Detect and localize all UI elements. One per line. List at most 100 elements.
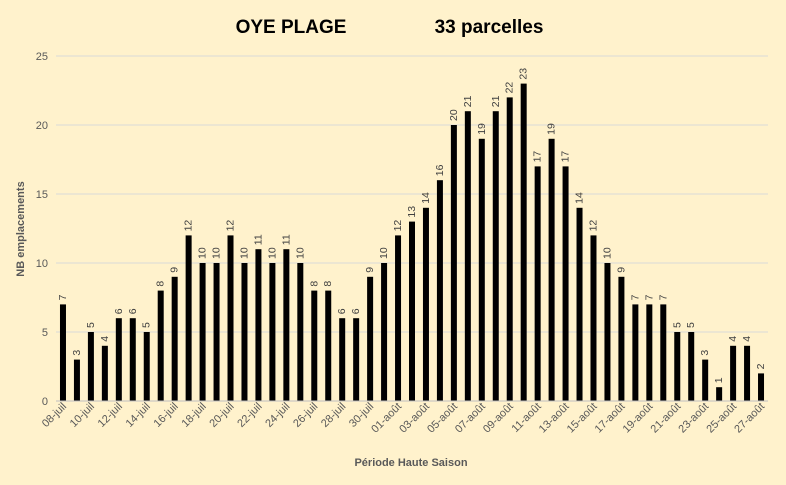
data-label: 10 (238, 247, 250, 259)
y-tick-label: 5 (42, 327, 48, 339)
data-label: 5 (141, 322, 153, 328)
data-label: 19 (546, 123, 558, 135)
bar (436, 180, 443, 401)
data-label: 21 (490, 95, 502, 107)
data-label: 8 (322, 281, 334, 287)
bar (520, 83, 527, 401)
bar (409, 221, 415, 401)
data-label: 1 (713, 377, 725, 383)
bar (199, 263, 206, 401)
bar (353, 318, 360, 401)
y-tick-label: 15 (36, 189, 48, 201)
data-label: 19 (476, 123, 488, 135)
data-label: 10 (197, 247, 209, 259)
bar (395, 235, 402, 401)
bar (241, 263, 248, 401)
data-label: 16 (434, 164, 446, 176)
data-label: 4 (99, 336, 111, 342)
data-label: 10 (378, 247, 390, 259)
bar (227, 235, 234, 401)
data-label: 12 (587, 220, 599, 232)
data-label: 2 (755, 363, 767, 369)
data-label: 12 (392, 220, 404, 232)
bar (758, 373, 765, 401)
bar (367, 276, 374, 401)
data-label: 22 (504, 82, 516, 94)
data-label: 7 (643, 294, 655, 300)
data-label: 4 (741, 336, 753, 342)
data-label: 13 (406, 206, 418, 218)
bar (744, 345, 751, 401)
data-label: 7 (657, 294, 669, 300)
bar (716, 387, 723, 401)
bar (548, 138, 555, 402)
data-label: 6 (113, 308, 125, 314)
data-label: 10 (601, 247, 613, 259)
y-tick-label: 10 (36, 258, 48, 270)
bar (660, 304, 667, 401)
data-label: 17 (560, 151, 572, 163)
bar (590, 235, 597, 401)
y-tick-label: 25 (36, 51, 48, 63)
data-label: 5 (671, 322, 683, 328)
bar (604, 263, 611, 401)
bar (59, 304, 66, 401)
data-label: 23 (518, 68, 530, 80)
x-axis-label: Période Haute Saison (354, 457, 467, 469)
data-label: 17 (532, 151, 544, 163)
bar (325, 290, 332, 401)
data-label: 14 (574, 192, 586, 204)
y-tick-label: 0 (42, 396, 48, 408)
data-label: 9 (169, 267, 181, 273)
chart-title: OYE PLAGE (236, 17, 347, 38)
bar (339, 318, 346, 401)
data-label: 6 (127, 308, 139, 314)
bar (73, 359, 80, 401)
data-label: 10 (211, 247, 223, 259)
bar (534, 166, 541, 401)
bar (674, 332, 681, 401)
bar (506, 97, 513, 402)
data-label: 7 (629, 294, 641, 300)
bar (646, 304, 653, 401)
bar (464, 111, 471, 401)
bar (632, 304, 639, 401)
y-axis-ticks: 0 5 10 15 20 25 (36, 51, 48, 408)
chart-subtitle: 33 parcelles (435, 17, 544, 38)
data-label: 12 (183, 220, 195, 232)
data-label: 3 (699, 350, 711, 356)
bar (129, 318, 136, 401)
y-tick-label: 20 (36, 120, 48, 132)
data-label: 8 (308, 281, 320, 287)
data-label: 14 (420, 192, 432, 204)
bar (688, 332, 695, 401)
data-label: 4 (727, 336, 739, 342)
data-label: 6 (350, 308, 362, 314)
bar (101, 345, 108, 401)
bar (311, 290, 318, 401)
bar (255, 249, 262, 401)
bar (492, 111, 499, 401)
y-axis-label: NB emplacements (15, 181, 27, 276)
bar (283, 249, 290, 401)
bar (87, 332, 94, 401)
bar (478, 138, 485, 402)
data-label: 11 (252, 234, 264, 245)
data-label: 5 (685, 322, 697, 328)
bar (157, 290, 164, 401)
data-label: 7 (57, 294, 69, 300)
data-label: 10 (266, 247, 278, 259)
bar (297, 263, 304, 401)
bar (618, 276, 625, 401)
bar (562, 166, 569, 401)
bar (450, 125, 457, 401)
bar (171, 276, 178, 401)
bar (115, 318, 122, 401)
bar (381, 263, 388, 401)
data-label: 6 (336, 308, 348, 314)
bar (185, 235, 192, 401)
bar (422, 207, 429, 401)
